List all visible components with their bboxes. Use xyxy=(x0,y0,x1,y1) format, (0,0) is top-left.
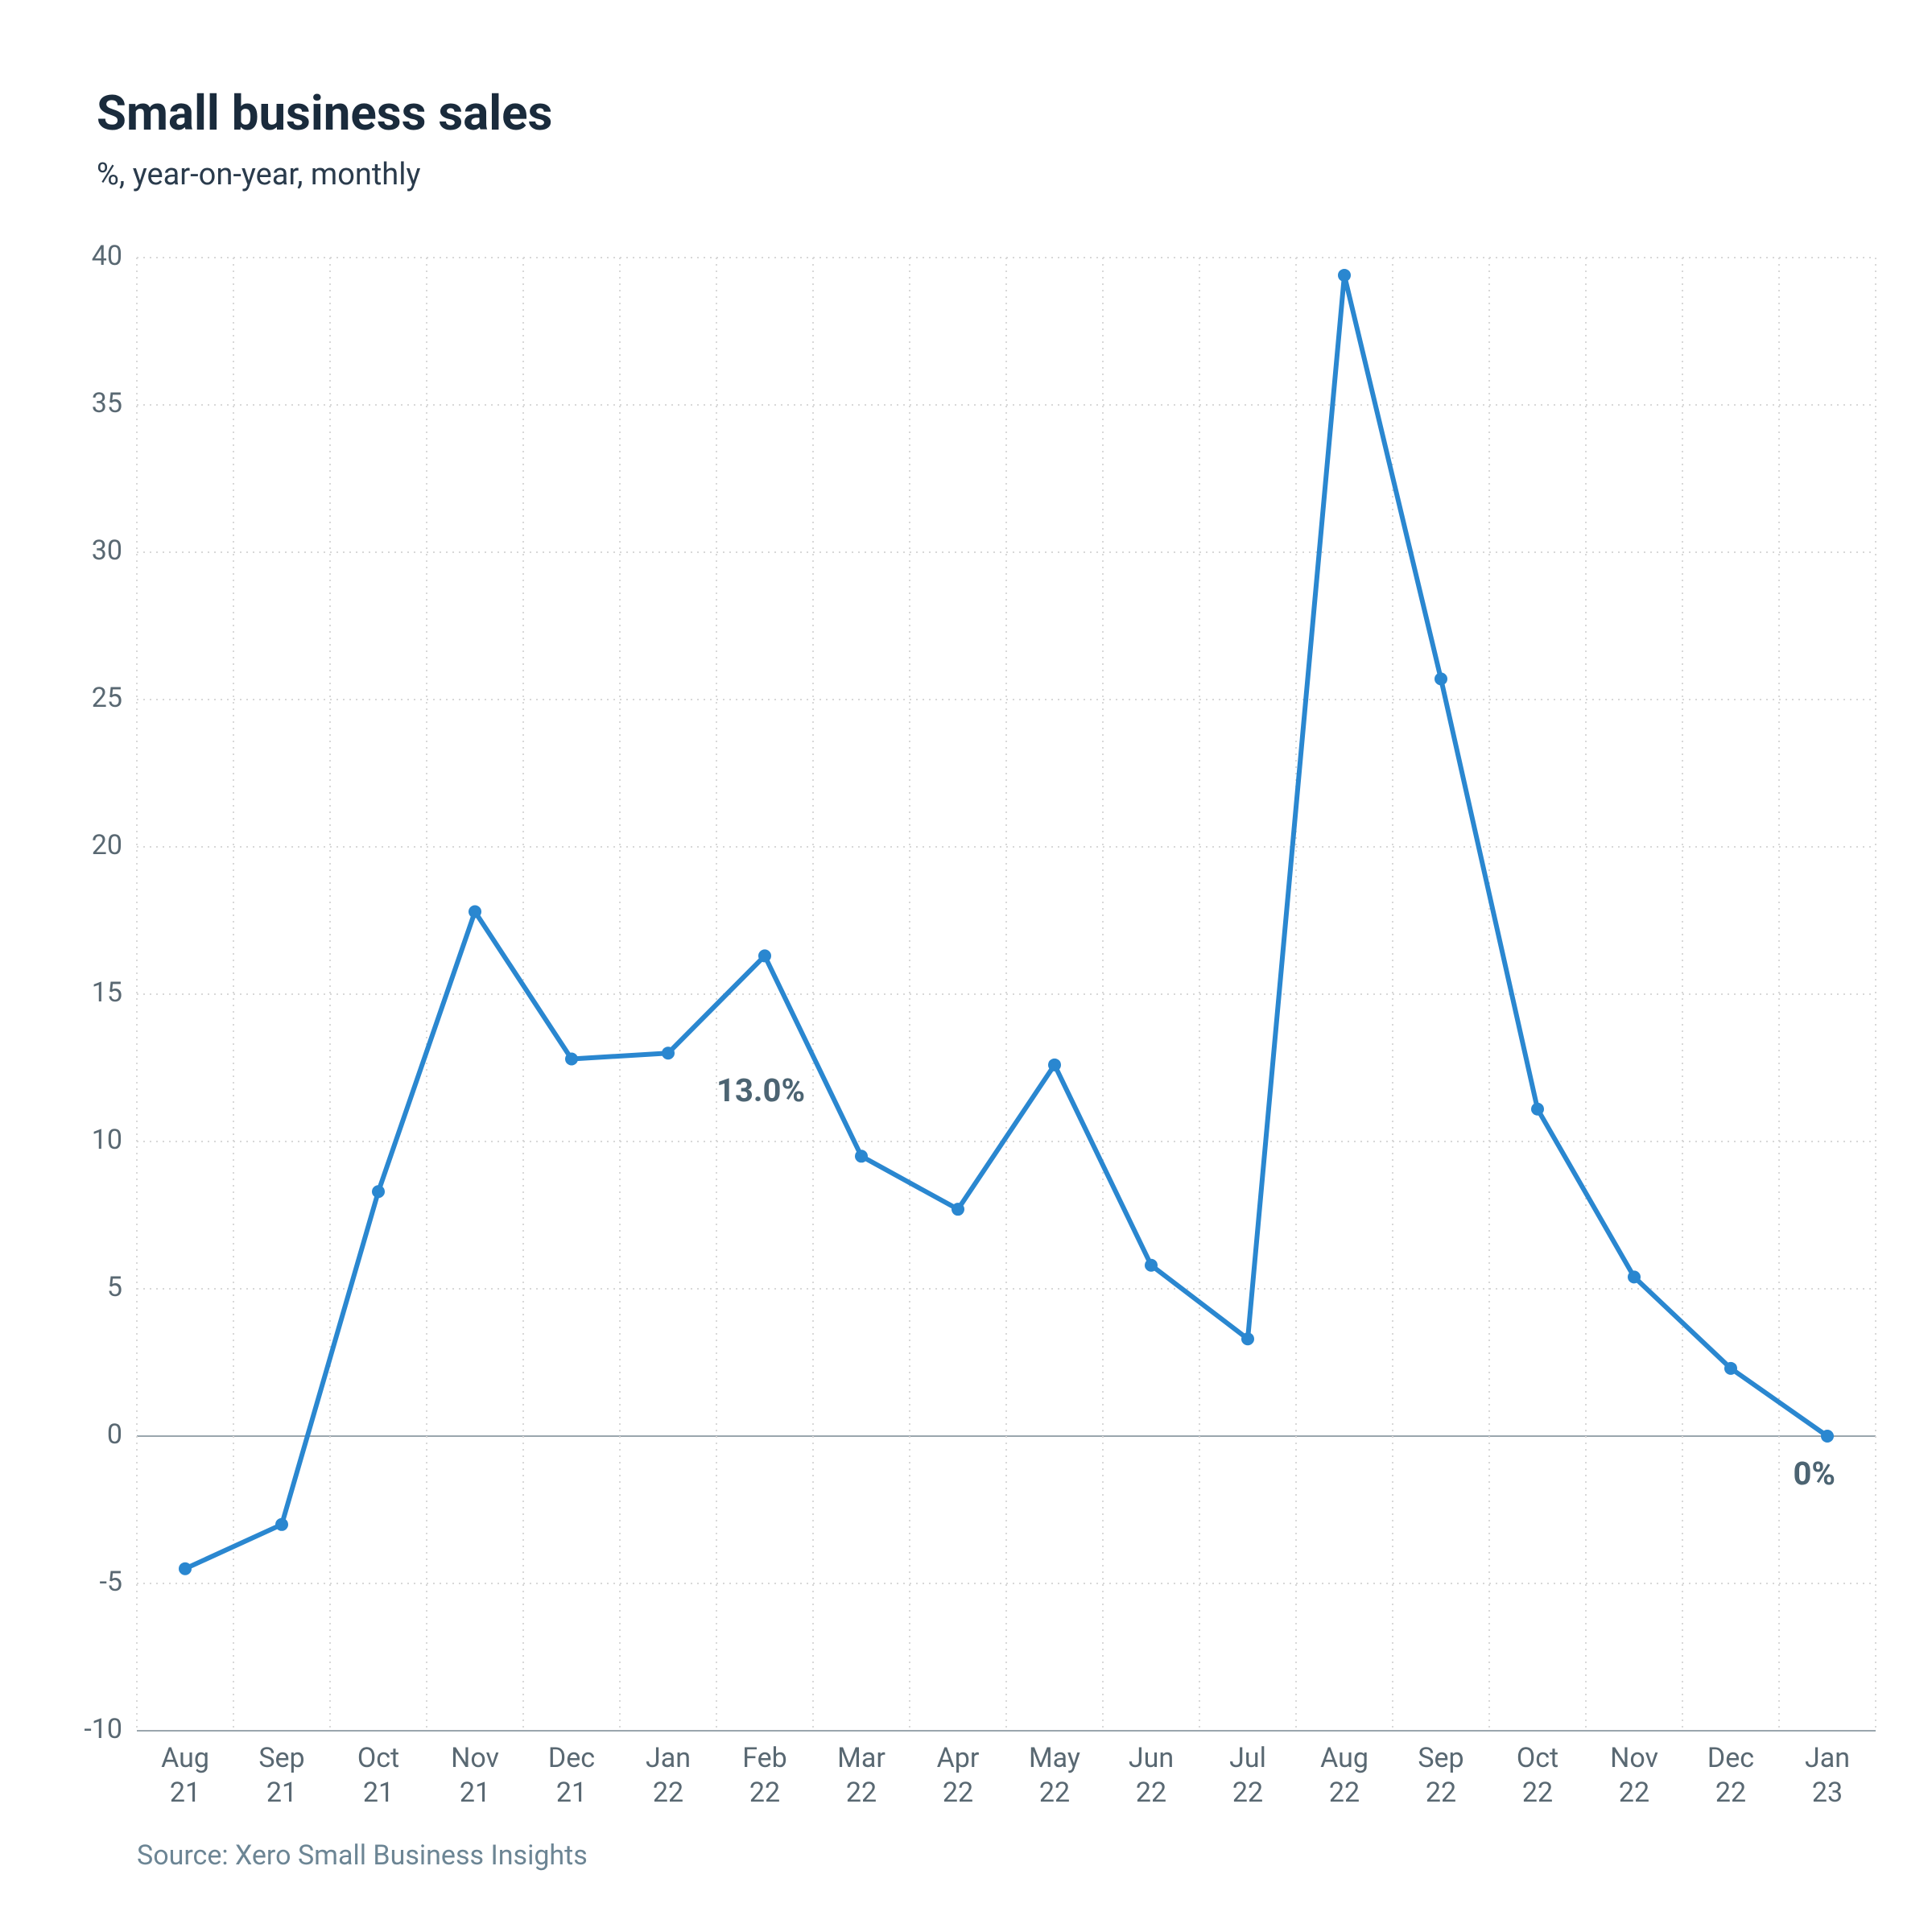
x-tick-label-month: Dec xyxy=(1707,1742,1754,1774)
x-tick-label-year: 22 xyxy=(1039,1777,1070,1809)
x-tick-label-year: 22 xyxy=(749,1777,780,1809)
x-tick-label-month: Sep xyxy=(258,1742,304,1774)
x-tick-label-month: Feb xyxy=(742,1742,787,1774)
data-point xyxy=(662,1046,675,1059)
y-tick-label: -10 xyxy=(84,1713,122,1745)
x-tick-label-year: 22 xyxy=(1232,1777,1263,1809)
y-tick-label: 40 xyxy=(92,240,122,272)
x-tick-label-year: 21 xyxy=(363,1777,394,1809)
y-tick-label: 15 xyxy=(92,976,122,1009)
x-tick-label-month: Aug xyxy=(1320,1742,1368,1774)
x-tick-label-year: 23 xyxy=(1812,1777,1843,1809)
x-tick-label-month: Nov xyxy=(1610,1742,1658,1774)
data-point xyxy=(1241,1332,1254,1345)
x-tick-label-month: Jan xyxy=(1805,1742,1850,1774)
data-point xyxy=(1338,269,1351,282)
y-tick-label: 20 xyxy=(92,829,122,861)
x-tick-label-year: 22 xyxy=(1522,1777,1553,1809)
data-point xyxy=(372,1185,385,1198)
x-tick-label-month: Mar xyxy=(837,1742,886,1774)
chart-source: Source: Xero Small Business Insights xyxy=(137,1839,588,1872)
line-chart: -10-50510152025303540Aug21Sep21Oct21Nov2… xyxy=(0,0,1932,1932)
data-point xyxy=(1628,1270,1641,1283)
x-tick-label-month: Oct xyxy=(1517,1742,1558,1774)
data-point xyxy=(855,1150,868,1162)
data-point xyxy=(758,949,771,962)
x-tick-label-year: 22 xyxy=(1426,1777,1456,1809)
y-tick-label: 35 xyxy=(92,387,122,419)
x-tick-label-year: 22 xyxy=(1136,1777,1166,1809)
y-tick-label: 25 xyxy=(92,682,122,714)
x-tick-label-month: May xyxy=(1029,1742,1080,1774)
x-tick-label-year: 22 xyxy=(1715,1777,1746,1809)
x-tick-label-year: 22 xyxy=(1619,1777,1649,1809)
x-tick-label-month: Nov xyxy=(451,1742,499,1774)
x-tick-label-year: 22 xyxy=(1329,1777,1360,1809)
x-tick-label-month: Jul xyxy=(1229,1742,1266,1774)
data-point xyxy=(565,1053,578,1066)
x-tick-label-year: 21 xyxy=(266,1777,297,1809)
x-tick-label-year: 22 xyxy=(846,1777,877,1809)
data-point xyxy=(1048,1059,1061,1071)
y-tick-label: 30 xyxy=(92,535,122,567)
x-tick-label-year: 21 xyxy=(460,1777,490,1809)
data-point xyxy=(1724,1362,1737,1375)
y-tick-label: -5 xyxy=(99,1566,122,1598)
x-tick-label-year: 21 xyxy=(556,1777,587,1809)
data-point xyxy=(1531,1103,1544,1116)
data-point xyxy=(275,1518,288,1531)
y-tick-label: 0 xyxy=(107,1418,122,1451)
x-tick-label-year: 21 xyxy=(170,1777,200,1809)
x-tick-label-month: Jan xyxy=(646,1742,691,1774)
annotation-label: 0% xyxy=(1793,1455,1835,1492)
x-tick-label-year: 22 xyxy=(943,1777,973,1809)
chart-container: { "title": "Small business sales", "subt… xyxy=(0,0,1932,1932)
data-point xyxy=(179,1563,192,1575)
data-point xyxy=(1145,1259,1158,1272)
x-tick-label-month: Apr xyxy=(937,1742,980,1774)
data-point xyxy=(1435,672,1447,685)
x-tick-label-month: Aug xyxy=(161,1742,209,1774)
y-tick-label: 10 xyxy=(92,1124,122,1156)
x-tick-label-month: Sep xyxy=(1418,1742,1463,1774)
x-tick-label-month: Oct xyxy=(357,1742,399,1774)
y-tick-label: 5 xyxy=(107,1271,122,1303)
data-point xyxy=(952,1203,964,1216)
x-tick-label-year: 22 xyxy=(653,1777,683,1809)
data-point xyxy=(469,906,481,919)
x-tick-label-month: Dec xyxy=(548,1742,595,1774)
data-point xyxy=(1821,1430,1834,1443)
x-tick-label-month: Jun xyxy=(1129,1742,1174,1774)
annotation-label: 13.0% xyxy=(716,1071,805,1109)
